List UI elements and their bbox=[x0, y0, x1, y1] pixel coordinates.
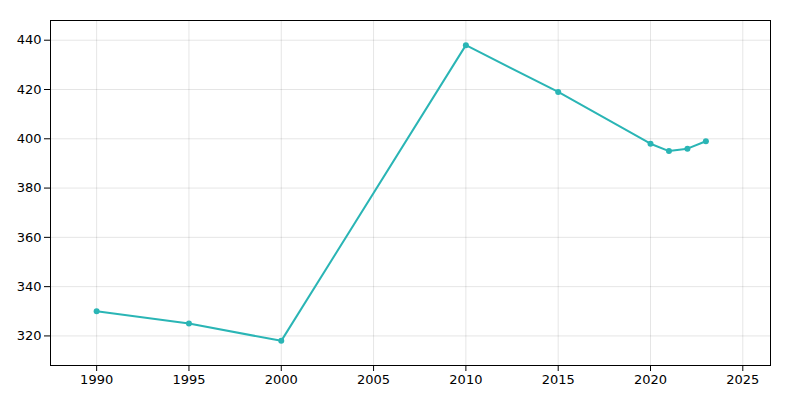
svg-text:2005: 2005 bbox=[357, 372, 390, 387]
svg-text:2025: 2025 bbox=[726, 372, 759, 387]
svg-text:420: 420 bbox=[17, 82, 42, 97]
svg-text:1990: 1990 bbox=[80, 372, 113, 387]
svg-text:2015: 2015 bbox=[542, 372, 575, 387]
svg-text:2020: 2020 bbox=[634, 372, 667, 387]
svg-text:400: 400 bbox=[17, 131, 42, 146]
svg-text:340: 340 bbox=[17, 279, 42, 294]
svg-text:1995: 1995 bbox=[172, 372, 205, 387]
svg-text:2000: 2000 bbox=[265, 372, 298, 387]
svg-text:440: 440 bbox=[17, 32, 42, 47]
svg-text:360: 360 bbox=[17, 230, 42, 245]
svg-text:320: 320 bbox=[17, 328, 42, 343]
svg-text:380: 380 bbox=[17, 180, 42, 195]
svg-text:2010: 2010 bbox=[449, 372, 482, 387]
